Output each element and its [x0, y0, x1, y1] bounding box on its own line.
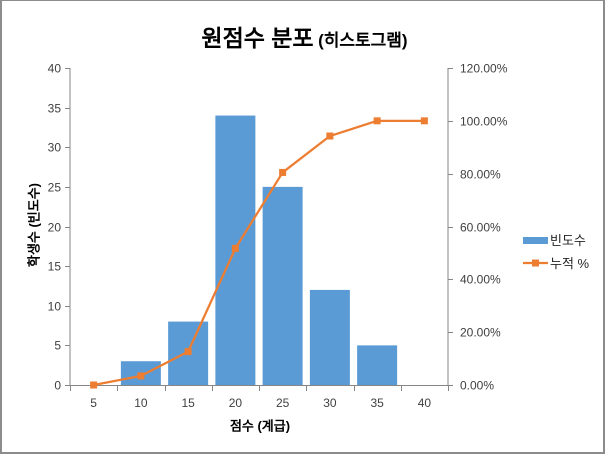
legend-label-frequency: 빈도수 [550, 233, 586, 248]
square-marker-icon [137, 372, 145, 380]
y2-tick-label: 60.00% [460, 221, 501, 235]
y-tick-label: 10 [48, 300, 62, 314]
square-marker-icon [326, 132, 334, 140]
x-tick-label: 15 [181, 396, 195, 410]
y-tick-label: 30 [48, 141, 62, 155]
cumulative-line [93, 119, 425, 387]
square-marker-icon [90, 381, 98, 389]
bar [262, 186, 303, 385]
y-tick-label: 15 [48, 260, 62, 274]
square-marker-icon [184, 348, 192, 356]
y-tick-label: 20 [48, 221, 62, 235]
legend-bar-swatch-icon [523, 237, 548, 244]
x-tick-label: 35 [370, 396, 384, 410]
square-marker-icon [279, 168, 287, 176]
y-axis-title: 학생수 (빈도수) [26, 182, 42, 268]
x-tick-label: 25 [276, 396, 290, 410]
y2-tick-label: 100.00% [460, 115, 508, 129]
chart-title: 원점수 분포 (히스토그램) [2, 19, 605, 53]
bar-series [120, 115, 398, 386]
y2-tick-label: 40.00% [460, 273, 501, 287]
y2-tick-label: 0.00% [460, 379, 494, 393]
y2-tick-label: 80.00% [460, 168, 501, 182]
y-tick-label: 0 [54, 379, 61, 393]
y2-tick-label: 120.00% [460, 62, 508, 76]
y-tick-label: 40 [48, 62, 62, 76]
line-series [90, 117, 428, 389]
x-tick-label: 30 [323, 396, 337, 410]
y-tick-label: 25 [48, 181, 62, 195]
bar [357, 345, 398, 385]
chart-title-main: 원점수 분포 [201, 25, 314, 51]
square-marker-icon [373, 117, 381, 125]
x-tick-label: 5 [90, 396, 97, 410]
y2-tick-label: 20.00% [460, 326, 501, 340]
x-tick-label: 20 [229, 396, 243, 410]
x-axis-title: 점수 (계급) [229, 418, 291, 434]
square-marker-icon [231, 244, 239, 252]
axes: 0 5 10 15 20 25 30 35 40 0.00% 20.00% 40.00% 60.00% 8… [48, 62, 508, 411]
y-tick-label: 35 [48, 102, 62, 116]
legend-square-marker-icon [532, 259, 539, 267]
x-tick-label: 40 [418, 396, 432, 410]
y-tick-label: 5 [54, 339, 61, 353]
bar [309, 289, 350, 385]
square-marker-icon [420, 117, 428, 125]
legend-label-cumulative: 누적 % [550, 256, 590, 271]
chart-title-sub: (히스토그램) [318, 31, 408, 50]
x-tick-label: 10 [134, 396, 148, 410]
